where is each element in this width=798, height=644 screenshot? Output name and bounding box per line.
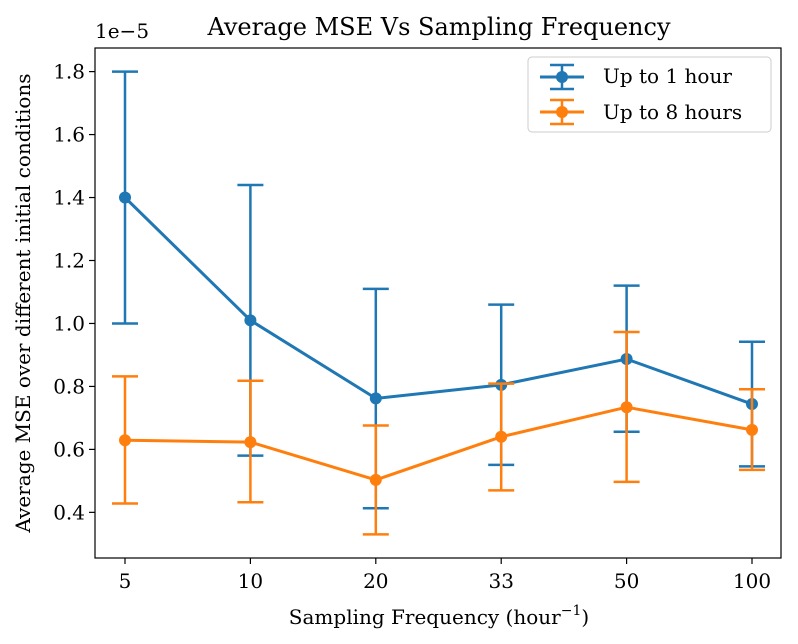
series-layer bbox=[112, 70, 765, 536]
data-point bbox=[495, 430, 508, 443]
legend-marker bbox=[556, 71, 568, 83]
y-axis-label: Average MSE over different initial condi… bbox=[11, 73, 35, 533]
legend-swatch-up-to-1-hour bbox=[540, 63, 584, 91]
x-axis-label-sup: −1 bbox=[561, 603, 582, 619]
data-point bbox=[369, 473, 382, 486]
y-tick-label: 1.8 bbox=[53, 60, 85, 84]
legend-marker bbox=[556, 106, 568, 118]
data-point bbox=[244, 314, 257, 327]
plot-frame bbox=[94, 47, 782, 559]
x-axis-label-main: Sampling Frequency (hour bbox=[289, 605, 561, 629]
legend: Up to 1 hour Up to 8 hours bbox=[527, 56, 772, 133]
legend-label-up-to-8-hours: Up to 8 hours bbox=[603, 100, 742, 124]
y-tick-label: 0.4 bbox=[53, 500, 85, 524]
legend-swatch-up-to-8-hours bbox=[540, 98, 584, 126]
data-point bbox=[746, 423, 758, 436]
series-line bbox=[124, 405, 753, 482]
x-axis-label-suffix: ) bbox=[581, 605, 589, 629]
x-tick-label: 20 bbox=[363, 569, 388, 593]
data-point bbox=[244, 436, 257, 449]
data-point bbox=[369, 392, 382, 405]
y-tick-label: 0.8 bbox=[53, 374, 85, 398]
series-line bbox=[123, 196, 753, 406]
y-tick-label: 1.4 bbox=[53, 186, 85, 210]
y-tick-label: 1.6 bbox=[53, 123, 85, 147]
y-axis-ticks: 0.4 0.6 0.8 1.0 1.2 1.4 1.6 1.8 bbox=[53, 60, 95, 524]
x-tick-label: 50 bbox=[614, 569, 639, 593]
x-tick-label: 5 bbox=[119, 569, 132, 593]
x-tick-label: 100 bbox=[733, 569, 771, 593]
legend-label-up-to-1-hour: Up to 1 hour bbox=[603, 64, 732, 88]
x-tick-label: 33 bbox=[488, 569, 513, 593]
y-tick-label: 1.0 bbox=[53, 311, 85, 335]
y-tick-label: 0.6 bbox=[53, 437, 85, 461]
data-point bbox=[620, 401, 633, 414]
legend-box bbox=[527, 56, 772, 133]
x-tick-label: 10 bbox=[238, 569, 263, 593]
y-tick-label: 1.2 bbox=[53, 249, 85, 273]
data-point bbox=[119, 191, 131, 204]
x-axis-label: Sampling Frequency (hour−1) bbox=[289, 603, 589, 629]
chart-title: Average MSE Vs Sampling Frequency bbox=[206, 13, 670, 41]
x-axis-ticks: 5 10 20 33 50 100 bbox=[119, 558, 771, 593]
data-point bbox=[119, 434, 131, 447]
y-scale-label: 1e−5 bbox=[95, 19, 149, 43]
series-up-to-8-hours bbox=[112, 330, 765, 536]
